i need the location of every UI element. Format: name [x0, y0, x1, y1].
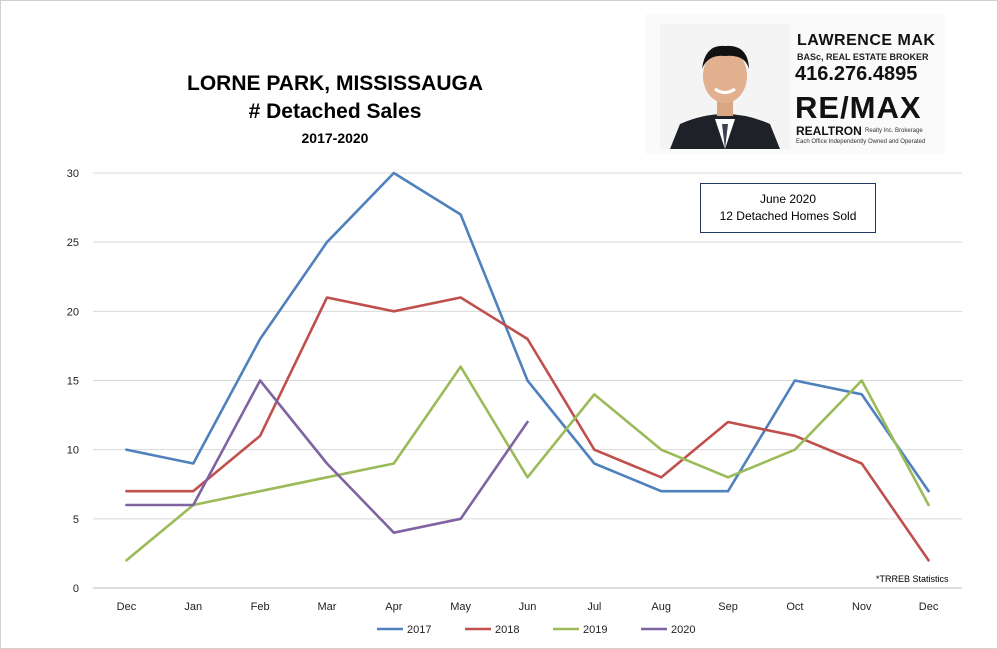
chart-subtitle: 2017-2020 [301, 130, 369, 146]
chart-title: LORNE PARK, MISSISSAUGA [187, 72, 483, 95]
agent-photo [660, 24, 790, 149]
y-tick-label: 25 [67, 237, 79, 249]
x-tick-label: Jul [587, 601, 601, 613]
x-tick-label: Feb [251, 601, 270, 613]
y-tick-label: 15 [67, 376, 79, 388]
y-tick-label: 5 [73, 514, 79, 526]
x-tick-label: Dec [919, 601, 939, 613]
y-tick-label: 30 [67, 168, 79, 180]
agent-phone: 416.276.4895 [795, 63, 918, 85]
x-tick-label: Dec [117, 601, 137, 613]
brokerage-detail: Realty Inc. Brokerage [865, 128, 923, 134]
chart-title-metric: # Detached Sales [248, 100, 422, 123]
agent-credentials: BASc, REAL ESTATE BROKER [797, 52, 929, 62]
y-tick-label: 20 [67, 306, 79, 318]
y-axis-ticks: 0 5 10 15 20 25 30 [67, 168, 79, 595]
y-tick-label: 0 [73, 583, 79, 595]
annotation-line1: June 2020 [759, 192, 817, 206]
y-tick-label: 10 [67, 445, 79, 457]
june-2020-annotation: June 2020 12 Detached Homes Sold [700, 183, 876, 233]
agent-name: LAWRENCE MAK [797, 32, 936, 49]
brokerage-tagline: Each Office Independently Owned and Oper… [796, 139, 926, 145]
x-tick-label: Apr [385, 601, 402, 613]
x-axis-ticks: Dec Jan Feb Mar Apr May Jun Jul Aug Sep Oct Nov Dec [117, 601, 939, 613]
x-tick-label: Oct [786, 601, 803, 613]
x-tick-label: May [450, 601, 471, 613]
x-tick-label: Jun [519, 601, 537, 613]
annotation-line2: 12 Detached Homes Sold [719, 209, 857, 223]
series-line-2019 [125, 365, 930, 562]
legend-label-2019: 2019 [583, 624, 607, 636]
series-lines [125, 171, 930, 562]
legend-label-2017: 2017 [407, 624, 431, 636]
x-tick-label: Nov [852, 601, 872, 613]
x-tick-label: Jan [184, 601, 202, 613]
brokerage-name: REALTRON [796, 124, 862, 138]
chart-title-block: LORNE PARK, MISSISSAUGA # Detached Sales… [175, 70, 495, 150]
x-tick-label: Mar [317, 601, 336, 613]
brand-logo: RE/MAX [795, 90, 922, 125]
series-line-2018 [125, 296, 930, 562]
legend: 2017 2018 2019 2020 [377, 624, 695, 636]
legend-label-2020: 2020 [671, 624, 695, 636]
legend-label-2018: 2018 [495, 624, 519, 636]
x-tick-label: Sep [718, 601, 738, 613]
agent-card: LAWRENCE MAK BASc, REAL ESTATE BROKER 41… [645, 14, 945, 154]
source-note: *TRREB Statistics [876, 574, 949, 584]
x-tick-label: Aug [651, 601, 671, 613]
